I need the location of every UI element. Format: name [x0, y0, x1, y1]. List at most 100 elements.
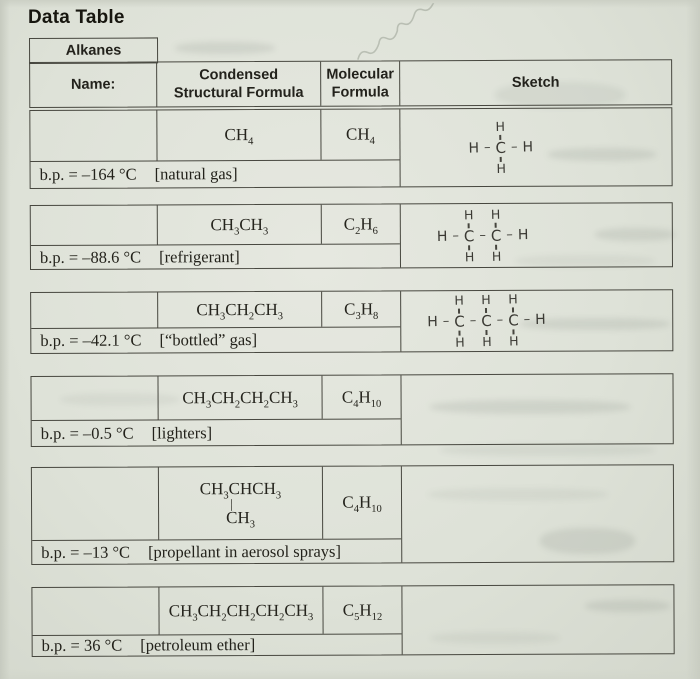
pencil-scribble	[357, 0, 454, 60]
carbon-atom: C	[481, 312, 492, 331]
condensed-formula-line: |	[230, 495, 233, 511]
condensed-formula-line: CH4	[224, 125, 254, 148]
bleed-smudge	[430, 632, 560, 644]
sketch-cell: H – H C H – H	[399, 108, 672, 187]
bleed-smudge	[430, 400, 630, 414]
column-header-sketch: Sketch	[399, 60, 672, 106]
hydrogen-atom: H	[427, 314, 438, 331]
condensed-formula: CH3CH3	[157, 205, 322, 245]
single-bond: –	[510, 139, 518, 155]
bp-row: b.p. = –0.5 °C [lighters]	[31, 418, 401, 447]
molecular-formula: C4H10	[342, 492, 382, 516]
column-header-name: Name:	[30, 62, 158, 108]
hydrogen-atom: H	[436, 228, 448, 245]
condensed-formula: CH3CHCH3 | CH3	[158, 467, 324, 540]
molecular-formula: CH4	[345, 124, 375, 148]
name-cell-blank	[32, 587, 160, 636]
bp-row: b.p. = –13 °C [propellant in aerosol spr…	[32, 538, 402, 565]
hydrogen-atom: H	[464, 249, 475, 265]
carbon-atom: C	[495, 138, 507, 157]
bp-value: b.p. = –42.1 °C	[40, 330, 142, 351]
alkane-block: CH4 CH4 b.p. = –164 °C [natural gas] H – H…	[29, 107, 673, 190]
hydrogen-atom: H	[482, 334, 492, 350]
hydrogen-atom: H	[481, 292, 491, 308]
hydrogen-atom: H	[496, 160, 507, 176]
bleed-smudge	[60, 393, 180, 406]
sketch-cell	[400, 374, 673, 445]
bleed-smudge	[428, 488, 608, 501]
condensed-formula: CH3CH2CH2CH3	[158, 376, 323, 420]
common-use: [propellant in aerosol sprays]	[147, 541, 341, 562]
bleed-smudge	[520, 318, 670, 330]
bleed-smudge	[548, 148, 656, 161]
sketch-cell: H – H C H – H C H – H C H – H	[400, 290, 673, 352]
table-header-row: Name: Condensed Structural Formula Molec…	[29, 59, 673, 109]
carbon-atom: C	[463, 227, 475, 246]
condensed-formula-line: CH3CHCH3	[199, 478, 282, 502]
single-bond: –	[506, 227, 514, 243]
single-bond: –	[483, 139, 491, 156]
single-bond: –	[469, 313, 477, 329]
single-bond: –	[452, 228, 460, 244]
hydrogen-atom: H	[490, 206, 501, 222]
sketch-drawing: H – H C H – H C H – H C H – H	[427, 291, 547, 350]
hydrogen-atom: H	[508, 291, 518, 307]
molecular-formula: C5H12	[342, 600, 383, 623]
column-header-condensed: Condensed Structural Formula	[157, 62, 322, 107]
sketch-drawing: H – H C H – H C H – H	[436, 206, 529, 265]
bp-row: b.p. = –164 °C [natural gas]	[30, 159, 400, 189]
page-title: Data Table	[28, 7, 125, 28]
bp-row: b.p. = –88.6 °C [refrigerant]	[30, 243, 401, 270]
bleed-smudge	[595, 228, 675, 241]
hydrogen-atom: H	[463, 207, 474, 223]
bleed-smudge	[585, 600, 670, 612]
single-bond: –	[523, 312, 531, 328]
condensed-formula-line: CH3CH2CH2CH2CH3	[168, 600, 314, 624]
sketch-cell: H – H C H – H C H – H	[399, 203, 673, 268]
hydrogen-atom: H	[535, 312, 546, 329]
common-use: [petroleum ether]	[140, 635, 256, 655]
common-use: [lighters]	[151, 423, 213, 443]
common-use: [refrigerant]	[159, 246, 240, 267]
condensed-formula-line: CH3CH2CH2CH3	[182, 387, 298, 411]
condensed-formula-line: CH3CH2CH3	[196, 299, 284, 323]
common-use: [natural gas]	[154, 164, 238, 184]
hydrogen-atom: H	[468, 140, 480, 157]
bp-value: b.p. = 36 °C	[41, 635, 123, 656]
condensed-formula: CH3CH2CH2CH2CH3	[159, 587, 324, 635]
name-cell-blank	[31, 292, 159, 329]
alkanes-group-header: Alkanes	[29, 37, 159, 64]
bleed-smudge	[540, 528, 635, 554]
sketch-cell	[400, 465, 674, 563]
sketch-cell	[401, 585, 674, 655]
column-header-molecular: Molecular Formula	[326, 66, 395, 101]
alkane-block: CH3CH2CH2CH3 C4H10 b.p. = –0.5 °C [light…	[30, 373, 674, 448]
bp-value: b.p. = –13 °C	[41, 542, 131, 562]
bp-value: b.p. = –164 °C	[39, 164, 137, 185]
single-bond: –	[442, 314, 450, 330]
hydrogen-atom: H	[454, 292, 464, 309]
hydrogen-atom: H	[517, 226, 529, 244]
hydrogen-atom: H	[495, 118, 506, 134]
alkane-block: CH3CH2CH3 C3H8 b.p. = –42.1 °C [“bottled…	[30, 289, 674, 355]
bleed-smudge	[175, 42, 275, 54]
bleed-smudge	[440, 444, 655, 456]
bp-value: b.p. = –0.5 °C	[40, 423, 134, 443]
bp-row: b.p. = –42.1 °C [“bottled” gas]	[31, 326, 401, 354]
name-cell-blank	[31, 376, 159, 421]
condensed-formula-line: CH3CH3	[210, 214, 269, 238]
bleed-smudge	[495, 82, 625, 108]
single-bond: –	[479, 227, 487, 243]
name-cell-blank	[30, 205, 158, 246]
bleed-smudge	[515, 255, 655, 267]
bp-value: b.p. = –88.6 °C	[39, 247, 142, 267]
name-cell-blank	[30, 110, 158, 162]
carbon-atom: C	[454, 312, 465, 332]
